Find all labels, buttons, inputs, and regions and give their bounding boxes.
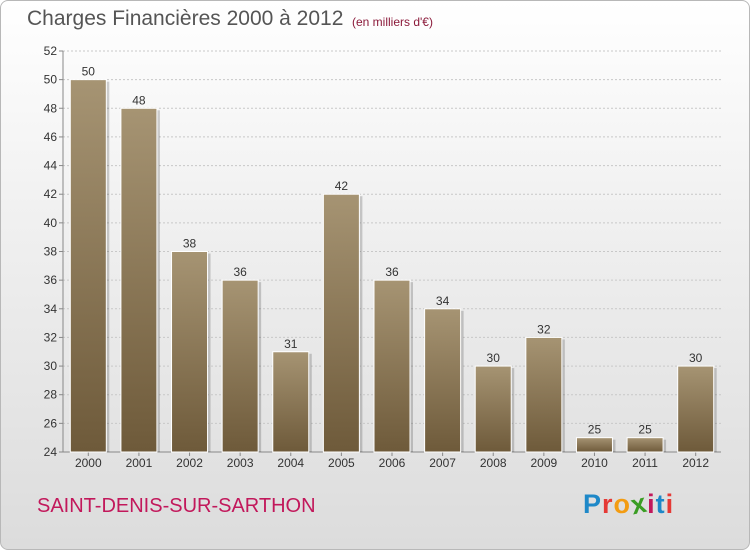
y-tick-label: 34 <box>44 302 58 316</box>
y-tick-label: 30 <box>44 359 58 373</box>
bar-value-label: 48 <box>132 93 146 107</box>
x-tick-label: 2008 <box>480 456 507 470</box>
bar-value-label: 30 <box>689 351 703 365</box>
logo-letter: i <box>647 489 656 519</box>
y-tick-label: 50 <box>44 73 58 87</box>
bar-2000 <box>69 79 107 453</box>
x-tick-label: 2007 <box>429 456 456 470</box>
logo-letter: t <box>655 489 666 519</box>
y-tick-label: 24 <box>44 445 58 459</box>
bar-value-label: 42 <box>335 179 349 193</box>
bar-2006 <box>373 279 411 453</box>
y-tick-label: 28 <box>44 388 58 402</box>
logo-letter: o <box>613 489 632 519</box>
x-tick-label: 2001 <box>126 456 153 470</box>
chart-subtitle: (en milliers d'€) <box>352 15 433 29</box>
bar-2011 <box>626 437 664 453</box>
x-tick-label: 2010 <box>581 456 608 470</box>
x-tick-label: 2006 <box>379 456 406 470</box>
y-tick-label: 48 <box>44 101 58 115</box>
y-tick-label: 40 <box>44 216 58 230</box>
bar-2001 <box>120 107 158 453</box>
y-tick-label: 38 <box>44 245 58 259</box>
chart-title: Charges Financières 2000 à 2012 <box>27 7 344 30</box>
bar-2003 <box>221 279 259 453</box>
y-tick-label: 46 <box>44 130 58 144</box>
bar-value-label: 50 <box>82 65 96 79</box>
bar-2010 <box>575 437 613 453</box>
bar-value-label: 25 <box>638 423 652 437</box>
y-tick-label: 44 <box>44 159 58 173</box>
logo-letter: P <box>583 489 603 519</box>
bar-value-label: 36 <box>385 265 399 279</box>
bar-value-label: 38 <box>183 237 197 251</box>
bar-value-label: 25 <box>588 423 602 437</box>
commune-name: SAINT-DENIS-SUR-SARTHON <box>37 495 316 517</box>
bar-2007 <box>424 308 462 453</box>
bar-value-label: 32 <box>537 322 551 336</box>
bar-2005 <box>322 193 360 453</box>
x-tick-label: 2009 <box>530 456 557 470</box>
bar-2009 <box>525 336 563 453</box>
y-tick-label: 32 <box>44 330 58 344</box>
x-tick-label: 2003 <box>227 456 254 470</box>
bar-2008 <box>474 365 512 453</box>
x-tick-label: 2002 <box>176 456 203 470</box>
logo-letter: r <box>602 489 614 519</box>
bar-value-label: 31 <box>284 337 298 351</box>
x-tick-label: 2000 <box>75 456 102 470</box>
x-tick-label: 2004 <box>277 456 304 470</box>
bar-value-label: 30 <box>487 351 501 365</box>
x-tick-label: 2012 <box>682 456 709 470</box>
bar-2004 <box>272 351 310 453</box>
y-tick-label: 26 <box>44 416 58 430</box>
bar-2012 <box>677 365 715 453</box>
bar-value-label: 34 <box>436 294 450 308</box>
bar-value-label: 36 <box>233 265 247 279</box>
y-tick-label: 36 <box>44 273 58 287</box>
y-tick-label: 52 <box>44 44 58 58</box>
y-tick-label: 42 <box>44 187 58 201</box>
x-tick-label: 2005 <box>328 456 355 470</box>
proxiti-logo: Proxiti <box>583 488 675 521</box>
bar-2002 <box>171 251 209 453</box>
logo-letter: i <box>665 489 675 519</box>
x-tick-label: 2011 <box>632 456 658 470</box>
